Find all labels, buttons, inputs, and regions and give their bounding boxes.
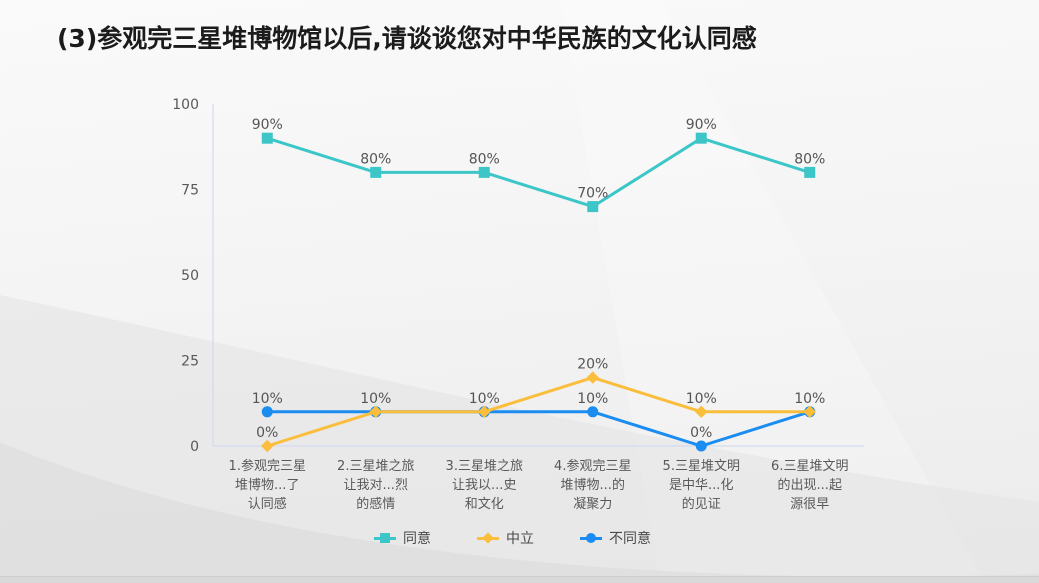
data-label: 10% xyxy=(686,391,717,407)
square-marker xyxy=(261,132,273,144)
data-label: 0% xyxy=(690,425,712,441)
data-label: 10% xyxy=(360,391,391,407)
data-label: 80% xyxy=(469,151,500,167)
x-category-label: 2.三星堆之旅让我对...烈的感情 xyxy=(337,459,414,512)
square-marker xyxy=(587,201,599,213)
legend-item-disagree: 不同意 xyxy=(580,528,651,548)
data-label: 90% xyxy=(686,117,717,133)
diamond-marker xyxy=(478,405,491,418)
x-category-label: 1.参观完三星堆博物...了认同感 xyxy=(229,458,306,512)
data-label: 80% xyxy=(794,151,825,167)
diamond-marker xyxy=(586,371,599,384)
data-label: 70% xyxy=(577,186,608,202)
circle-marker xyxy=(587,406,599,418)
diamond-marker xyxy=(261,439,274,453)
y-tick-label: 25 xyxy=(181,354,199,370)
y-tick-label: 50 xyxy=(181,268,199,284)
square-marker xyxy=(804,166,816,178)
y-tick-label: 0 xyxy=(190,439,199,455)
square-marker xyxy=(478,166,490,178)
slide-bottom-edge xyxy=(0,576,1039,583)
square-marker xyxy=(370,166,382,178)
data-label: 10% xyxy=(577,391,608,407)
data-label: 0% xyxy=(256,425,278,441)
data-label: 10% xyxy=(794,391,825,407)
diamond-marker xyxy=(369,405,382,418)
x-category-label: 4.参观完三星堆博物...的凝聚力 xyxy=(554,458,631,512)
legend-label-disagree: 不同意 xyxy=(609,531,651,547)
data-label: 80% xyxy=(360,151,391,167)
data-label: 20% xyxy=(577,357,608,373)
legend-square-marker-icon xyxy=(374,531,396,545)
x-category-label: 5.三星堆文明是中华...化的见证 xyxy=(663,459,740,512)
square-marker xyxy=(695,132,707,144)
series-line-不同意 xyxy=(265,410,812,448)
data-label: 10% xyxy=(469,391,500,407)
series-line-同意 xyxy=(265,136,812,209)
legend-label-neutral: 中立 xyxy=(506,531,534,547)
legend-circle-marker-icon xyxy=(580,531,602,545)
slide-title: (3)参观完三星堆博物馆以后,请谈谈您对中华民族的文化认同感 xyxy=(57,24,757,53)
y-tick-label: 100 xyxy=(172,97,199,113)
circle-marker xyxy=(695,440,707,452)
y-tick-label: 75 xyxy=(181,183,199,199)
legend-diamond-marker-icon xyxy=(477,531,499,545)
x-category-label: 6.三星堆文明的出现...起源很早 xyxy=(771,459,848,512)
chart-legend: 同意 中立 不同意 xyxy=(0,528,1025,548)
data-label: 10% xyxy=(252,391,283,407)
diamond-marker xyxy=(695,405,708,418)
legend-item-agree: 同意 xyxy=(374,528,431,548)
x-category-label: 3.三星堆之旅让我以...史和文化 xyxy=(446,459,523,512)
series-line-中立 xyxy=(265,376,812,448)
circle-marker xyxy=(261,406,273,418)
diamond-marker xyxy=(803,405,816,418)
data-label: 90% xyxy=(252,117,283,133)
legend-item-neutral: 中立 xyxy=(477,528,534,548)
legend-label-agree: 同意 xyxy=(403,531,431,547)
